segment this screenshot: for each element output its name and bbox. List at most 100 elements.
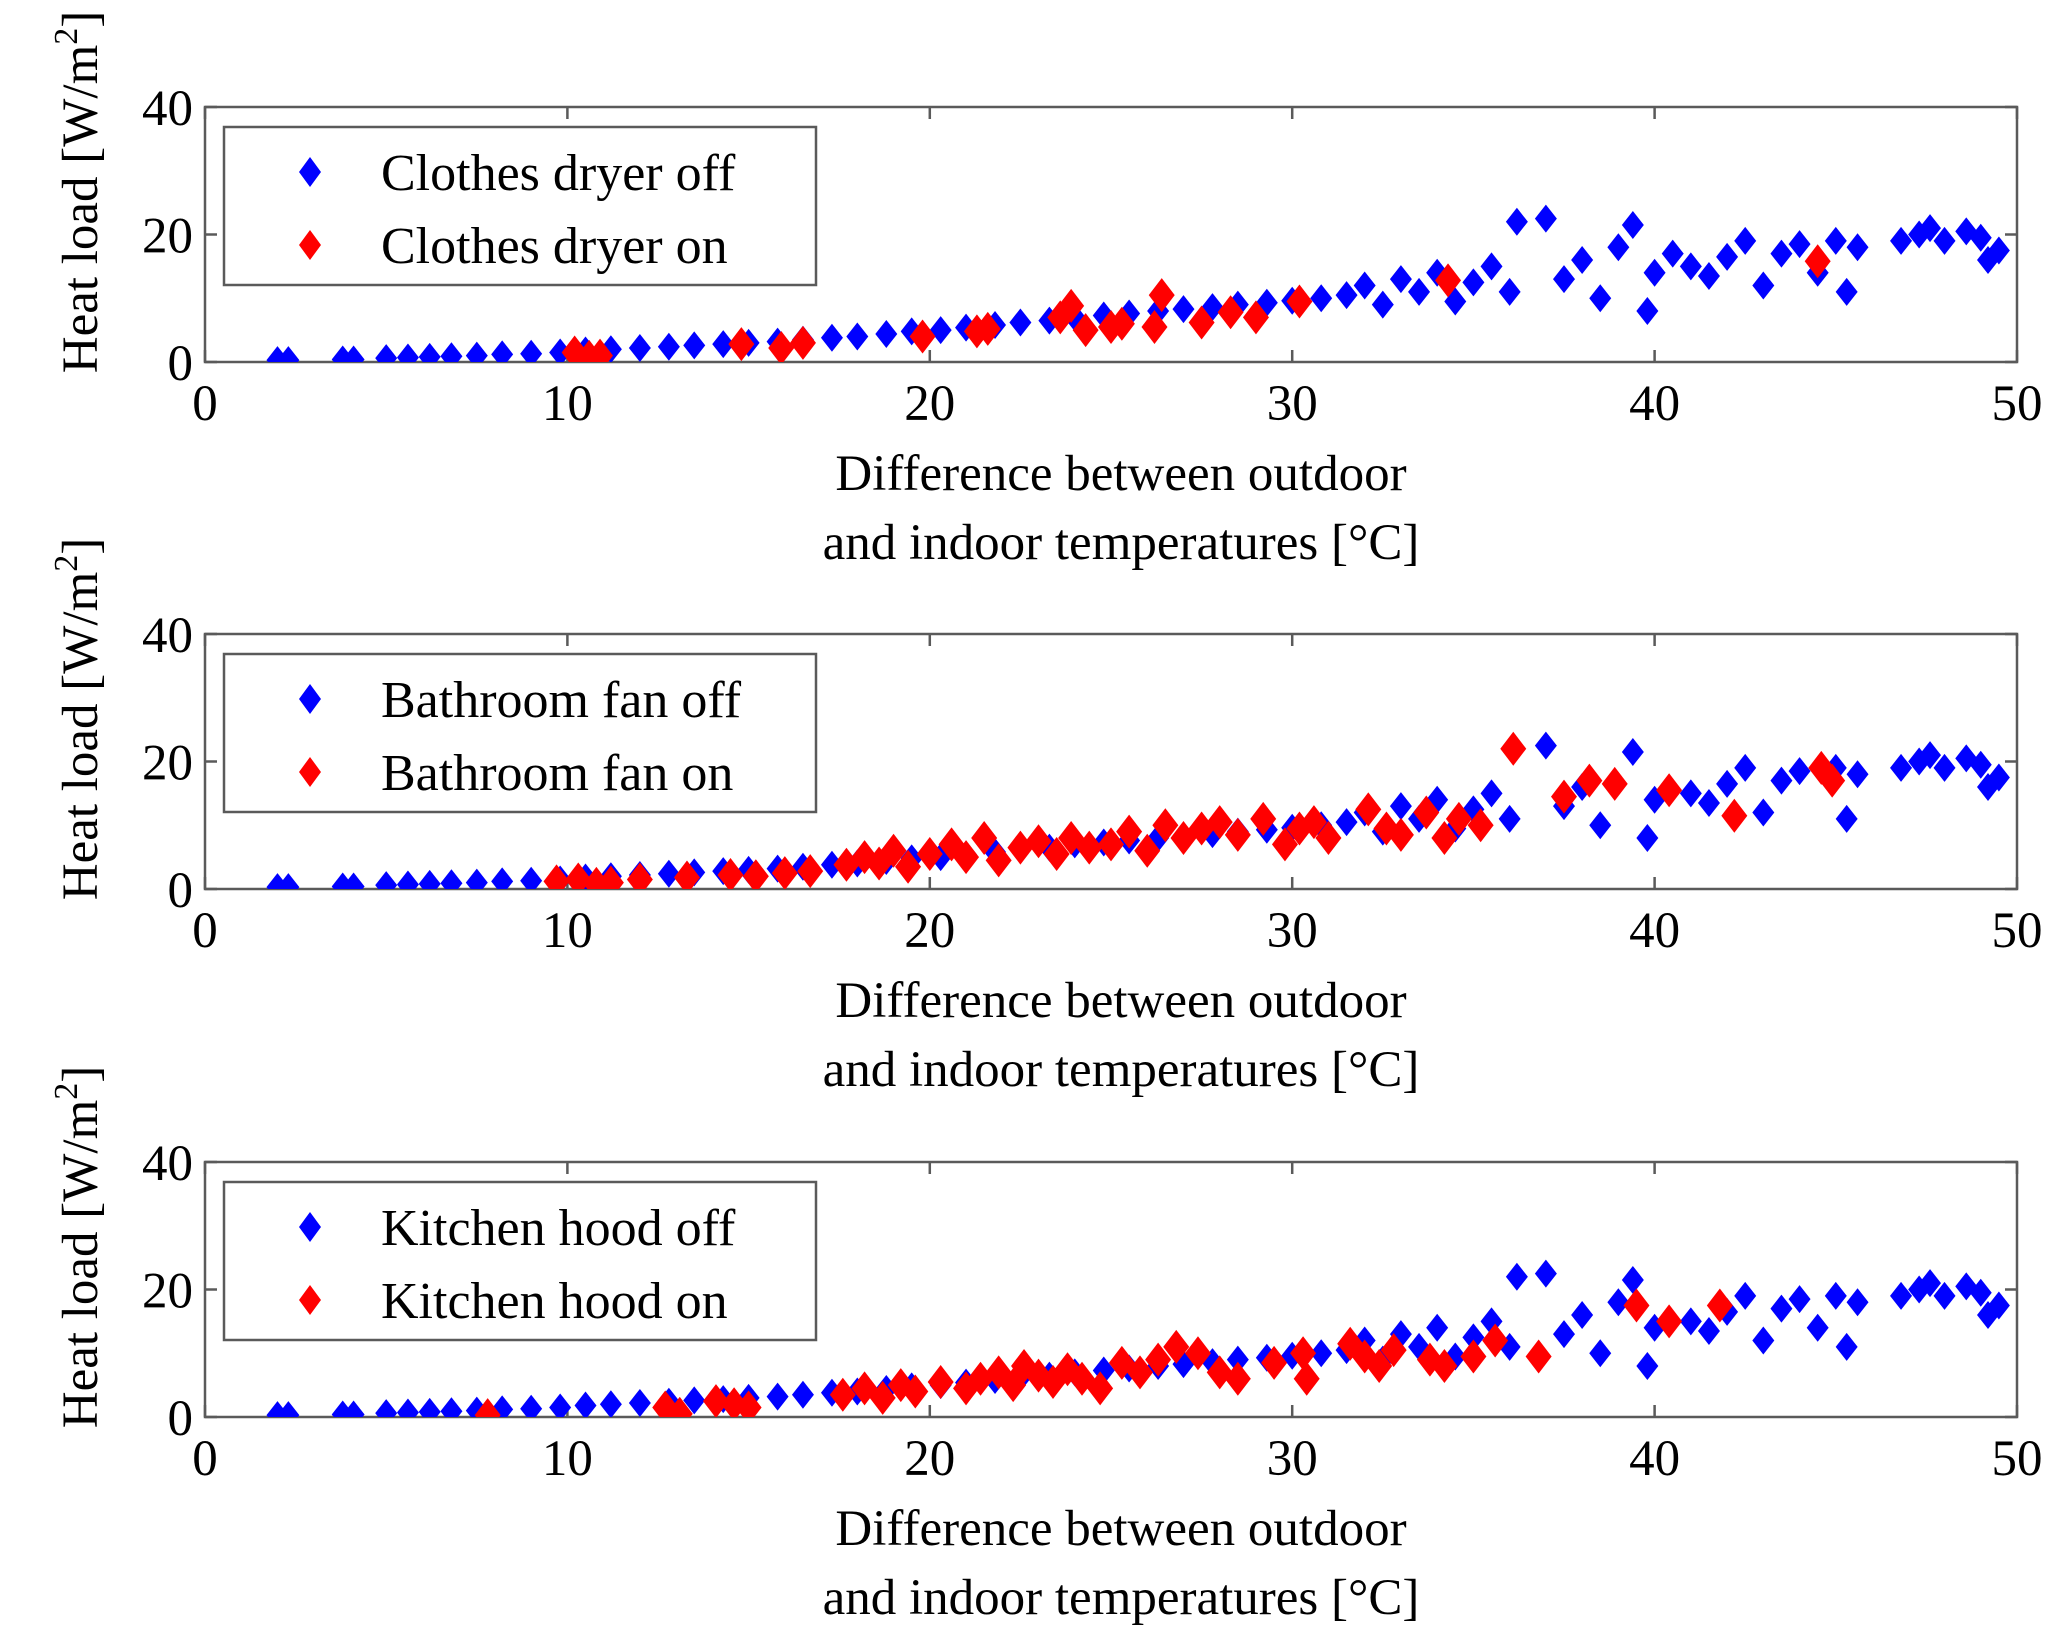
legend-entry-label: Clothes dryer off xyxy=(381,145,736,202)
point-off xyxy=(1890,226,1913,255)
point-off xyxy=(1969,1278,1992,1307)
y-tick-label: 40 xyxy=(142,608,193,664)
point-off xyxy=(1389,265,1412,294)
point-on xyxy=(797,854,824,889)
panel-1: 0 10 20 30 40 50 0 20 40 Difference between outdo… xyxy=(48,11,2043,571)
point-on xyxy=(1224,817,1251,852)
point-on xyxy=(1286,284,1313,319)
point-off xyxy=(342,1400,365,1417)
x-tick-label: 20 xyxy=(904,903,955,959)
point-on xyxy=(1152,808,1179,843)
point-off xyxy=(1505,207,1528,236)
point-off xyxy=(1734,753,1757,782)
legend-marker xyxy=(299,1285,321,1315)
point-off xyxy=(1933,753,1956,782)
point-on xyxy=(953,840,980,875)
point-off xyxy=(875,319,898,348)
point-on xyxy=(985,843,1012,878)
point-off xyxy=(1734,226,1757,255)
point-on xyxy=(1184,1336,1211,1371)
point-off xyxy=(1621,210,1644,239)
point-on xyxy=(1206,1355,1233,1390)
x-tick-label: 0 xyxy=(192,903,218,959)
point-off xyxy=(1846,760,1869,789)
y-tick-label: 20 xyxy=(142,736,193,792)
panel-2: 0 10 20 30 40 50 0 20 40 Difference between outdo… xyxy=(48,538,2043,1098)
legend-marker xyxy=(299,157,321,187)
point-off xyxy=(1462,268,1485,297)
point-off xyxy=(1226,1345,1249,1374)
point-off xyxy=(1987,236,2010,265)
point-on xyxy=(735,1390,762,1417)
point-off xyxy=(1806,1313,1829,1342)
legend-entry-label: Bathroom fan off xyxy=(381,672,742,729)
point-on xyxy=(597,865,624,889)
point-on xyxy=(869,1380,896,1415)
point-on xyxy=(702,1384,729,1417)
point-off xyxy=(1987,1291,2010,1320)
point-on xyxy=(1721,798,1748,833)
point-on xyxy=(1087,1371,1114,1406)
point-off xyxy=(1589,284,1612,313)
point-off xyxy=(1770,239,1793,268)
point-off xyxy=(1835,277,1858,306)
x-tick-label: 10 xyxy=(542,1431,593,1487)
legend: Kitchen hood off Kitchen hood on xyxy=(222,1180,818,1342)
point-off xyxy=(1716,242,1739,271)
point-off xyxy=(440,1397,463,1417)
legend-marker xyxy=(299,1212,321,1242)
y-axis-label-superscript: 2 xyxy=(48,555,85,572)
point-off xyxy=(549,1393,572,1417)
point-on xyxy=(717,857,744,889)
y-tick-label: 20 xyxy=(142,209,193,265)
point-off xyxy=(1890,753,1913,782)
point-off xyxy=(1462,1323,1485,1352)
point-off xyxy=(1607,1288,1630,1317)
point-off xyxy=(418,1397,441,1417)
point-off xyxy=(1919,214,1942,243)
y-axis-label: Heat load [W/m2] xyxy=(48,1066,109,1429)
point-off xyxy=(791,1380,814,1409)
point-off xyxy=(820,850,843,879)
point-on xyxy=(1163,1329,1190,1364)
point-off xyxy=(1661,239,1684,268)
point-off xyxy=(1752,798,1775,827)
point-on xyxy=(1366,1349,1393,1383)
point-off xyxy=(1969,750,1992,779)
point-on xyxy=(1623,1288,1650,1323)
point-off xyxy=(846,322,869,351)
point-off xyxy=(491,340,514,362)
y-axis-label-end: ] xyxy=(53,11,109,28)
legend: Clothes dryer off Clothes dryer on xyxy=(222,125,818,287)
point-off xyxy=(683,331,706,360)
legend-entry-label: Kitchen hood off xyxy=(381,1200,736,1257)
x-tick-label: 50 xyxy=(1992,376,2043,432)
point-off xyxy=(1335,281,1358,310)
y-tick-label: 40 xyxy=(142,81,193,137)
data-points xyxy=(266,204,2010,362)
point-off xyxy=(1480,779,1503,808)
point-off xyxy=(396,1398,419,1417)
point-off xyxy=(1310,284,1333,313)
point-off xyxy=(1933,1281,1956,1310)
point-off xyxy=(1371,290,1394,319)
point-on xyxy=(789,325,816,360)
point-on xyxy=(1315,821,1342,855)
point-off xyxy=(520,339,543,362)
point-off xyxy=(1824,1281,1847,1310)
point-off xyxy=(1498,804,1521,833)
point-off xyxy=(418,342,441,362)
legend-entry-label: Clothes dryer on xyxy=(381,218,728,275)
point-off xyxy=(277,1401,300,1417)
legend-marker xyxy=(299,230,321,260)
point-off xyxy=(1335,808,1358,837)
point-off xyxy=(599,1390,622,1417)
point-on xyxy=(1188,811,1215,846)
point-off xyxy=(1589,1339,1612,1368)
x-tick-label: 20 xyxy=(904,376,955,432)
y-tick-label: 0 xyxy=(168,863,194,919)
point-off xyxy=(1734,1281,1757,1310)
point-on xyxy=(1300,805,1327,840)
point-off xyxy=(820,323,843,352)
